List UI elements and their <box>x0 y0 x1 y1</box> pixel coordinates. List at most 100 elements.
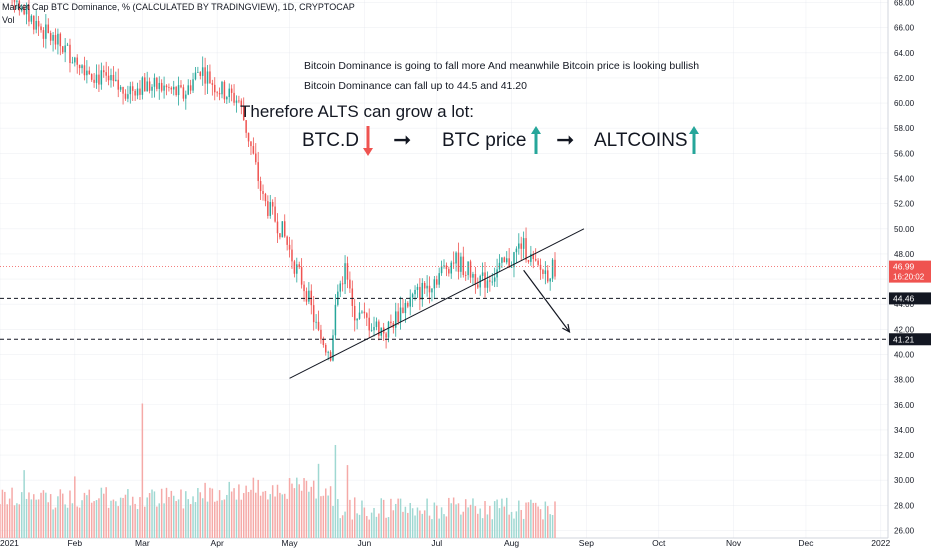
candle-body <box>474 274 477 285</box>
volume-bar <box>344 511 346 538</box>
volume-bar <box>175 501 177 538</box>
volume-bar <box>457 503 460 538</box>
flow-arrow-altcoins-head <box>689 126 699 134</box>
volume-bar <box>216 500 218 538</box>
y-tick-label: 36.00 <box>894 401 915 410</box>
candle-body <box>510 267 513 268</box>
volume-bar <box>472 498 474 538</box>
volume-bar <box>151 489 153 538</box>
candle-body <box>64 45 66 53</box>
volume-bar <box>136 508 139 538</box>
volume-bar <box>491 519 494 538</box>
candle-body <box>291 249 293 262</box>
volume-bar <box>433 502 436 538</box>
volume-bar <box>496 499 498 538</box>
candle-body <box>151 86 153 91</box>
candle-body <box>74 57 76 63</box>
candle-body <box>211 83 214 85</box>
volume-bar <box>252 477 255 538</box>
projection-arrow-head <box>562 323 571 333</box>
candle-body <box>547 270 549 282</box>
candle-body <box>267 201 269 216</box>
volume-bar <box>486 514 489 538</box>
candle-body <box>271 202 274 207</box>
candle-body <box>399 307 402 322</box>
candle-body <box>180 85 182 88</box>
candle-body <box>390 321 392 324</box>
volume-bar <box>238 484 240 538</box>
volume-bar <box>351 519 354 538</box>
volume-bar <box>530 499 532 538</box>
y-tick-label: 48.00 <box>894 250 915 259</box>
candle-body <box>505 258 508 263</box>
candle-body <box>175 86 177 96</box>
candle-body <box>534 259 537 261</box>
candle-body <box>315 321 317 323</box>
volume-bar <box>127 489 129 538</box>
volume-bar <box>515 511 518 538</box>
volume-bar <box>40 492 42 538</box>
volume-bar <box>469 504 472 538</box>
candle-body <box>185 94 187 99</box>
candle-body <box>339 283 341 292</box>
volume-bar <box>375 516 378 538</box>
volume-bar <box>165 487 168 538</box>
y-tick-label: 26.00 <box>894 526 915 535</box>
candle-body <box>368 317 370 331</box>
candle-body <box>423 282 426 289</box>
volume-bar <box>42 490 45 538</box>
volume-bar <box>274 496 276 538</box>
candle-body <box>283 221 286 237</box>
candle-body <box>52 34 54 41</box>
candle-body <box>141 77 144 95</box>
flow-arrow-btc-price-head <box>531 126 541 134</box>
candle-body <box>59 33 62 47</box>
volume-bar <box>477 513 479 538</box>
volume-bar <box>98 498 100 538</box>
candle-body <box>448 269 450 274</box>
candle-body <box>139 88 141 95</box>
candle-body <box>204 67 206 84</box>
volume-bar <box>510 511 513 538</box>
candle-body <box>131 86 134 91</box>
candle-body <box>332 335 334 361</box>
volume-bar <box>35 499 37 538</box>
volume-bar <box>296 477 298 538</box>
volume-bar <box>288 478 291 538</box>
volume-bar <box>49 494 52 538</box>
volume-bar <box>325 488 327 538</box>
candle-body <box>172 86 175 90</box>
volume-bar <box>392 510 395 538</box>
candle-body <box>247 132 250 142</box>
candle-body <box>35 20 37 30</box>
volume-bar <box>368 519 370 538</box>
volume-bar <box>534 502 537 538</box>
candle-body <box>515 248 518 253</box>
volume-bar <box>107 507 110 538</box>
volume-bar <box>112 499 115 538</box>
volume-bar <box>542 519 544 538</box>
volume-bar <box>78 507 81 538</box>
volume-bar <box>88 489 91 538</box>
candle-body <box>544 270 547 274</box>
volume-bar <box>153 491 156 538</box>
candle-body <box>361 311 363 313</box>
candle-body <box>269 202 272 216</box>
volume-bar <box>373 507 375 538</box>
volume-bar <box>460 514 462 538</box>
volume-bar <box>211 488 214 538</box>
volume-bar <box>544 501 547 538</box>
candle-body <box>78 64 81 69</box>
candle-body <box>90 74 93 80</box>
candle-body <box>240 100 243 106</box>
volume-bar <box>52 509 54 538</box>
projection-arrow-shaft <box>523 269 570 333</box>
candle-body <box>397 311 399 322</box>
candle-body <box>18 0 21 11</box>
candle-body <box>484 272 486 288</box>
candle-body <box>501 257 503 263</box>
volume-bar <box>124 494 127 538</box>
flow-arrow-btcd-head <box>363 148 373 156</box>
volume-bar <box>467 507 469 538</box>
